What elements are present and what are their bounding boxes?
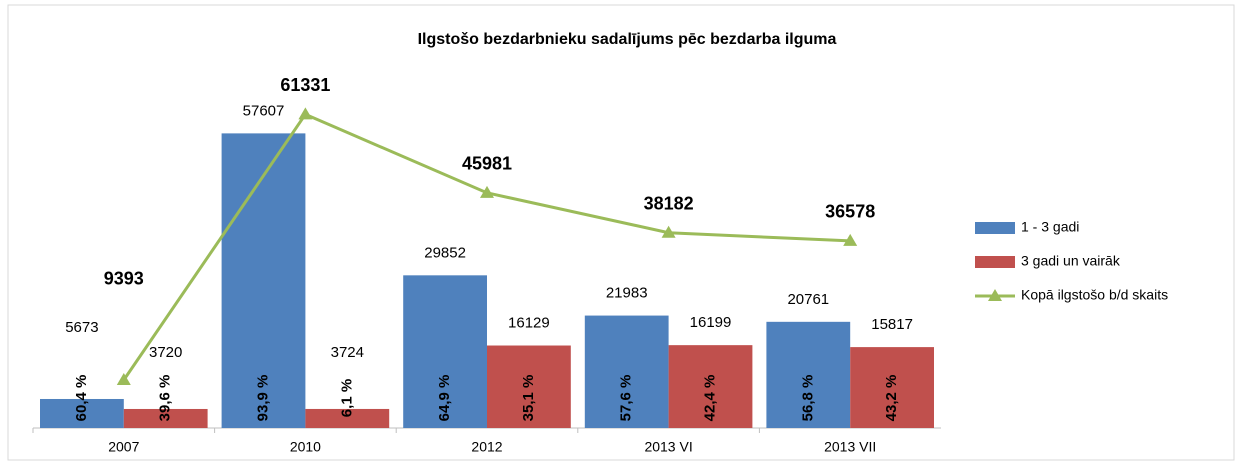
bar [584, 315, 669, 428]
share-label: 6,1 % [338, 379, 355, 417]
share-label: 35,1 % [520, 375, 537, 422]
bar [123, 408, 208, 428]
share-label: 57,6 % [618, 375, 635, 422]
line-marker [298, 107, 313, 120]
data-label: 16199 [690, 314, 732, 331]
bar [403, 275, 487, 428]
chart-title: Ilgstošo bezdarbnieku sadalījums pēc bez… [418, 31, 837, 48]
data-label: 57607 [243, 102, 285, 119]
bar [221, 133, 306, 428]
line-marker [480, 185, 494, 198]
data-label: 20761 [787, 291, 829, 308]
x-tick-label: 2013 VI [644, 439, 692, 455]
line-marker [661, 225, 676, 238]
bar [766, 321, 851, 428]
legend-label: Kopā ilgstošo b/d skaits [1021, 287, 1168, 303]
legend-swatch [975, 222, 1015, 234]
line-label: 45981 [462, 154, 512, 174]
bar [40, 398, 124, 428]
data-label: 15817 [871, 316, 913, 333]
share-label: 93,9 % [254, 375, 271, 422]
legend-label: 3 gadi un vairāk [1021, 253, 1121, 269]
share-label: 64,9 % [436, 375, 453, 422]
data-label: 3724 [331, 344, 364, 361]
share-label: 56,8 % [799, 375, 816, 422]
x-tick-label: 2010 [290, 439, 321, 455]
line-label: 36578 [825, 202, 875, 222]
line-label: 38182 [644, 193, 694, 213]
line-marker [843, 233, 858, 246]
bar [850, 347, 934, 428]
x-tick-label: 2013 VII [824, 439, 876, 455]
share-label: 39,6 % [157, 375, 174, 422]
data-label: 16129 [508, 314, 550, 331]
data-label: 21983 [606, 285, 648, 302]
bar [487, 345, 571, 428]
line-marker [116, 372, 131, 385]
share-label: 60,4 % [73, 375, 90, 422]
data-label: 29852 [424, 244, 466, 261]
data-label: 3720 [149, 344, 182, 361]
legend-label: 1 - 3 gadi [1021, 219, 1079, 235]
share-label: 42,4 % [701, 375, 718, 422]
bar [305, 408, 390, 428]
legend-swatch [975, 256, 1015, 268]
line-label: 9393 [104, 269, 144, 289]
bar [668, 345, 753, 428]
legend-marker [988, 289, 1002, 301]
x-tick-label: 2012 [471, 439, 502, 455]
data-label: 5673 [65, 319, 98, 336]
x-tick-label: 2007 [108, 439, 139, 455]
share-label: 43,2 % [883, 375, 900, 422]
line-label: 61331 [280, 75, 330, 95]
